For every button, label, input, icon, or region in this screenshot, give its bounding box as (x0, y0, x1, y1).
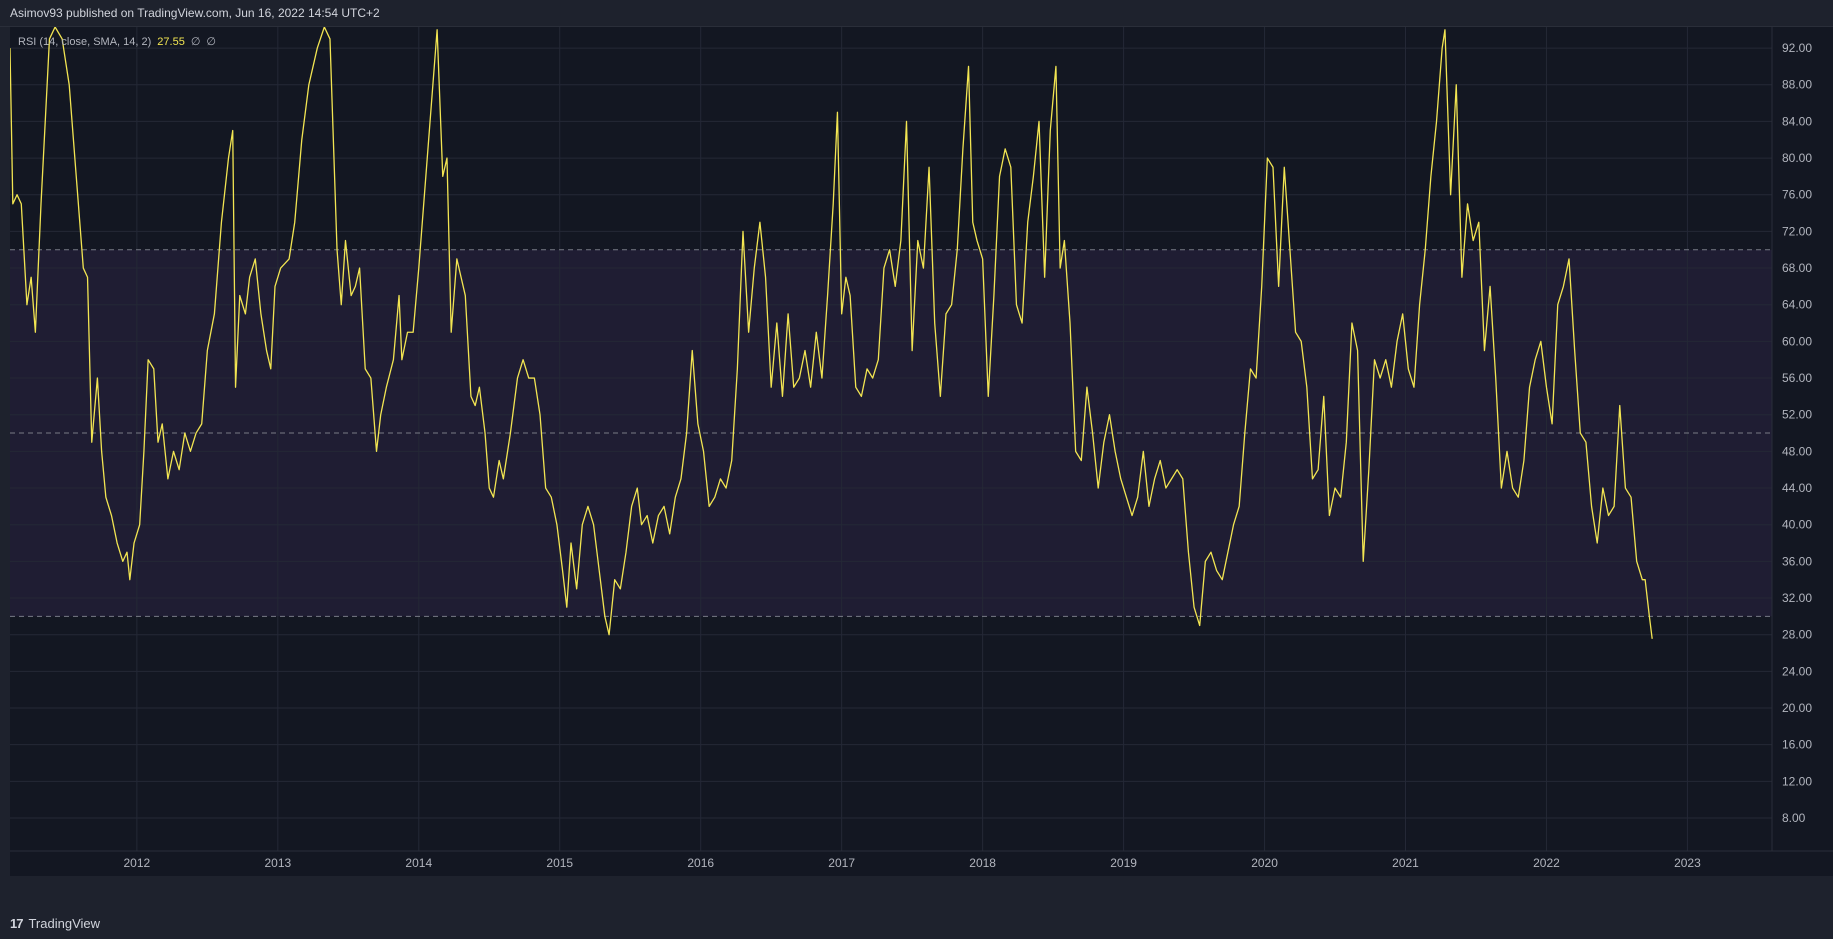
y-tick-label: 44.00 (1782, 481, 1812, 495)
x-tick-label: 2021 (1392, 856, 1419, 870)
x-tick-label: 2013 (264, 856, 291, 870)
rsi-chart-svg[interactable]: 92.00 88.00 84.00 80.00 76.00 72.00 68.00 64.00… (10, 27, 1833, 876)
y-tick-label: 60.00 (1782, 334, 1812, 348)
rsi-levels (10, 249, 1772, 617)
y-tick-label: 56.00 (1782, 371, 1812, 385)
rsi-line (10, 27, 1653, 639)
x-tick-label: 2014 (405, 856, 432, 870)
y-tick-label: 88.00 (1782, 78, 1812, 92)
x-tick-label: 2017 (828, 856, 855, 870)
y-axis[interactable]: 92.00 88.00 84.00 80.00 76.00 72.00 68.00 64.00… (1771, 27, 1833, 876)
y-tick-label: 76.00 (1782, 188, 1812, 202)
indicator-name: RSI (14, close, SMA, 14, 2) (18, 35, 152, 48)
x-tick-label: 2018 (969, 856, 996, 870)
y-tick-label: 72.00 (1782, 224, 1812, 238)
y-tick-label: 64.00 (1782, 298, 1812, 312)
y-tick-label: 48.00 (1782, 444, 1812, 458)
y-tick-label: 36.00 (1782, 554, 1812, 568)
rsi-series (10, 27, 1653, 639)
y-tick-label: 8.00 (1782, 811, 1806, 825)
y-tick-label: 20.00 (1782, 701, 1812, 715)
indicator-value: 27.55 (157, 35, 185, 48)
x-tick-label: 2016 (687, 856, 714, 870)
x-tick-label: 2019 (1110, 856, 1137, 870)
x-tick-label: 2012 (124, 856, 151, 870)
x-axis[interactable]: 2012 2013 2014 2015 2016 2017 2018 2019 2020 2021… (10, 850, 1833, 876)
published-header: Asimov93 published on TradingView.com, J… (0, 0, 1833, 27)
y-tick-label: 40.00 (1782, 518, 1812, 532)
x-tick-label: 2022 (1533, 856, 1560, 870)
y-tick-label: 68.00 (1782, 261, 1812, 275)
x-tick-label: 2015 (546, 856, 573, 870)
y-tick-label: 80.00 (1782, 151, 1812, 165)
indicator-extra-1: ∅ (190, 36, 201, 48)
y-tick-label: 52.00 (1782, 408, 1812, 422)
x-tick-label: 2023 (1674, 856, 1701, 870)
indicator-extra-2: ∅ (206, 36, 216, 48)
footer: 17 TradingView (0, 907, 1833, 939)
chart-grid (10, 27, 1772, 851)
y-tick-label: 84.00 (1782, 114, 1812, 128)
y-tick-label: 28.00 (1782, 628, 1812, 642)
tradingview-logo-icon[interactable]: 17 (10, 915, 24, 931)
indicator-legend[interactable]: RSI (14, close, SMA, 14, 2) 27.55 ∅ ∅ (18, 35, 216, 49)
y-tick-label: 24.00 (1782, 664, 1812, 678)
tradingview-brand[interactable]: TradingView (28, 915, 101, 931)
y-tick-label: 92.00 (1782, 41, 1812, 55)
y-axis-area[interactable] (1772, 27, 1833, 876)
rsi-chart[interactable]: 92.00 88.00 84.00 80.00 76.00 72.00 68.00 64.00… (10, 27, 1833, 876)
y-tick-label: 12.00 (1782, 774, 1812, 788)
y-tick-label: 16.00 (1782, 738, 1812, 752)
x-axis-area[interactable] (10, 851, 1833, 876)
y-tick-label: 32.00 (1782, 591, 1812, 605)
published-text: Asimov93 published on TradingView.com, J… (10, 6, 380, 20)
x-tick-label: 2020 (1251, 856, 1278, 870)
